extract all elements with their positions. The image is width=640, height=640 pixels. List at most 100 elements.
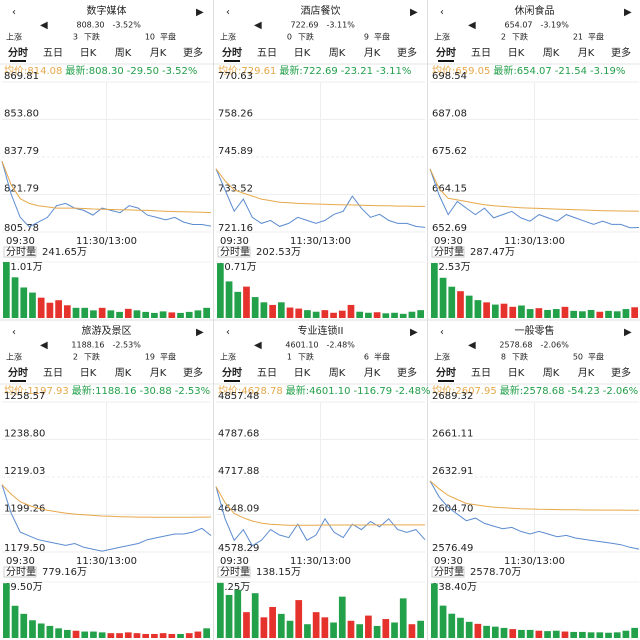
tab[interactable]: 五日 xyxy=(43,48,63,59)
tab[interactable]: 周K xyxy=(543,47,560,59)
tab[interactable]: 分时 xyxy=(436,46,456,59)
next-button[interactable]: ▶ xyxy=(410,327,418,338)
volume-tag[interactable] xyxy=(431,246,465,258)
flat-label: 平盘 xyxy=(588,32,604,42)
volume-label[interactable]: 分时量 xyxy=(6,246,36,258)
next-button[interactable]: ▶ xyxy=(624,327,632,338)
down-label: 下跌 xyxy=(512,32,528,42)
up-label: 上涨 xyxy=(434,352,450,362)
tab[interactable]: 周K xyxy=(115,47,132,59)
tab[interactable]: 五日 xyxy=(471,368,491,379)
volume-label[interactable]: 分时量 xyxy=(434,246,464,258)
volume-bar xyxy=(605,632,612,638)
next-button[interactable]: ▶ xyxy=(196,327,204,338)
tab[interactable]: 分时 xyxy=(222,46,242,59)
tab[interactable]: 更多 xyxy=(611,46,631,59)
volume-tag[interactable] xyxy=(217,246,251,258)
tab[interactable]: 更多 xyxy=(183,366,203,379)
volume-label[interactable]: 分时量 xyxy=(6,566,36,578)
prev-button[interactable]: ◀ xyxy=(468,20,476,31)
tab[interactable]: 更多 xyxy=(183,46,203,59)
y-tick-label: 1258.57 xyxy=(4,391,45,402)
volume-tag[interactable] xyxy=(217,566,251,578)
volume-total: 241.65万 xyxy=(42,247,87,258)
tab[interactable]: 月K xyxy=(150,367,167,379)
prev-button[interactable]: ◀ xyxy=(254,340,262,351)
tab[interactable]: 月K xyxy=(364,367,381,379)
volume-bar xyxy=(483,625,490,638)
change: -2.06% xyxy=(541,341,570,350)
tab[interactable]: 周K xyxy=(329,367,346,379)
volume-tag[interactable] xyxy=(431,566,465,578)
tab[interactable]: 分时 xyxy=(8,366,28,379)
volume-label[interactable]: 分时量 xyxy=(220,246,250,258)
next-button[interactable]: ▶ xyxy=(196,7,204,18)
tab-underline xyxy=(224,60,240,62)
tab[interactable]: 周K xyxy=(543,367,560,379)
volume-bar xyxy=(373,625,381,638)
tab[interactable]: 五日 xyxy=(43,368,63,379)
tab[interactable]: 分时 xyxy=(8,46,28,59)
tab[interactable]: 月K xyxy=(150,47,167,59)
volume-bar xyxy=(251,297,259,318)
y-tick-label: 869.81 xyxy=(4,71,39,82)
back-button[interactable]: ‹ xyxy=(440,7,444,18)
volume-bar xyxy=(29,620,36,638)
tab-underline xyxy=(438,60,454,62)
tab[interactable]: 分时 xyxy=(436,366,456,379)
tab[interactable]: 日K xyxy=(508,368,525,379)
tab[interactable]: 日K xyxy=(508,48,525,59)
volume-bar xyxy=(225,281,233,318)
tab[interactable]: 更多 xyxy=(397,46,417,59)
prev-button[interactable]: ◀ xyxy=(40,20,48,31)
tab[interactable]: 五日 xyxy=(257,368,277,379)
prev-button[interactable]: ◀ xyxy=(468,340,476,351)
next-button[interactable]: ▶ xyxy=(410,7,418,18)
volume-label[interactable]: 分时量 xyxy=(220,566,250,578)
volume-bar xyxy=(243,286,250,318)
prev-button[interactable]: ◀ xyxy=(40,340,48,351)
volume-bar xyxy=(321,310,329,318)
panel-title: 专业连锁II xyxy=(298,324,344,337)
tab[interactable]: 分时 xyxy=(222,366,242,379)
volume-bar xyxy=(474,623,482,638)
info-change_pct: -2.06% xyxy=(603,386,638,397)
tab[interactable]: 月K xyxy=(578,47,595,59)
tab[interactable]: 更多 xyxy=(397,366,417,379)
tab[interactable]: 日K xyxy=(294,48,311,59)
next-button[interactable]: ▶ xyxy=(624,7,632,18)
tab[interactable]: 五日 xyxy=(471,48,491,59)
tab[interactable]: 周K xyxy=(115,367,132,379)
back-button[interactable]: ‹ xyxy=(12,7,16,18)
y-tick-label: 1199.26 xyxy=(4,504,45,515)
volume-tag[interactable] xyxy=(3,566,37,578)
volume-bar xyxy=(491,626,499,638)
volume-tick-label: 3.25万 xyxy=(218,582,250,593)
tab[interactable]: 日K xyxy=(80,368,97,379)
volume-label[interactable]: 分时量 xyxy=(434,566,464,578)
tab[interactable]: 日K xyxy=(294,368,311,379)
tab[interactable]: 日K xyxy=(80,48,97,59)
tab[interactable]: 月K xyxy=(364,47,381,59)
back-button[interactable]: ‹ xyxy=(12,327,16,338)
volume-bar xyxy=(177,312,184,318)
back-button[interactable]: ‹ xyxy=(226,7,230,18)
back-button[interactable]: ‹ xyxy=(440,327,444,338)
volume-bar xyxy=(596,311,604,318)
volume-bar xyxy=(90,631,97,638)
volume-tag[interactable] xyxy=(3,246,37,258)
volume-bar xyxy=(483,302,490,318)
tab[interactable]: 五日 xyxy=(257,48,277,59)
prev-button[interactable]: ◀ xyxy=(254,20,262,31)
volume-total: 779.16万 xyxy=(42,567,87,578)
up-count: 0 xyxy=(287,33,292,42)
tab[interactable]: 更多 xyxy=(611,366,631,379)
tab[interactable]: 月K xyxy=(578,367,595,379)
tab[interactable]: 周K xyxy=(329,47,346,59)
down-count: 50 xyxy=(573,353,583,362)
back-button[interactable]: ‹ xyxy=(226,327,230,338)
volume-bar xyxy=(269,606,276,638)
volume-bar xyxy=(382,313,390,318)
